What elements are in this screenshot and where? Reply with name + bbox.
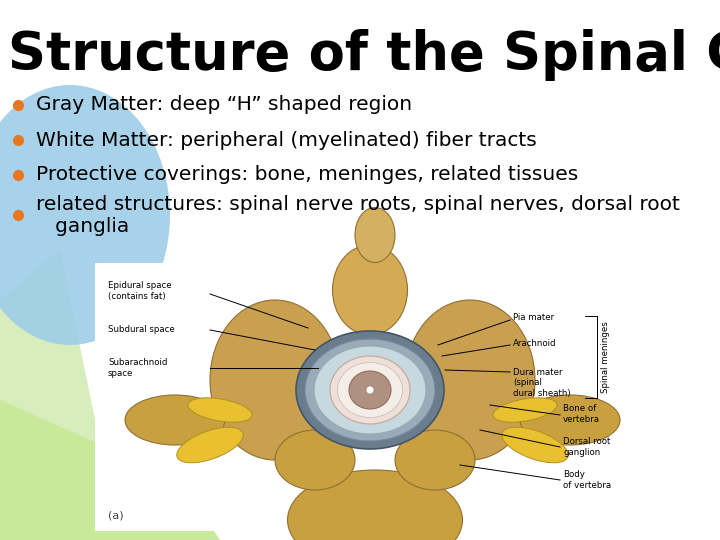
Text: related structures: spinal nerve roots, spinal nerves, dorsal root
   ganglia: related structures: spinal nerve roots, … bbox=[36, 194, 680, 235]
Ellipse shape bbox=[502, 427, 568, 463]
Ellipse shape bbox=[520, 395, 620, 445]
Ellipse shape bbox=[210, 300, 340, 460]
Text: Subarachnoid
space: Subarachnoid space bbox=[108, 359, 167, 377]
Ellipse shape bbox=[405, 300, 535, 460]
Ellipse shape bbox=[395, 430, 475, 490]
Ellipse shape bbox=[349, 371, 391, 409]
Ellipse shape bbox=[355, 207, 395, 262]
Circle shape bbox=[366, 386, 374, 394]
Ellipse shape bbox=[125, 395, 225, 445]
Text: Structure of the Spinal Cord: Structure of the Spinal Cord bbox=[8, 29, 720, 81]
Text: (a): (a) bbox=[108, 510, 124, 520]
Polygon shape bbox=[0, 250, 120, 540]
FancyBboxPatch shape bbox=[95, 263, 660, 531]
Text: Bone of
vertebra: Bone of vertebra bbox=[563, 404, 600, 424]
Ellipse shape bbox=[177, 427, 243, 463]
Ellipse shape bbox=[330, 356, 410, 424]
Ellipse shape bbox=[333, 245, 408, 335]
Ellipse shape bbox=[275, 430, 355, 490]
Text: Pia mater: Pia mater bbox=[513, 314, 554, 322]
Ellipse shape bbox=[305, 339, 435, 441]
Ellipse shape bbox=[0, 85, 170, 345]
Ellipse shape bbox=[287, 470, 462, 540]
Polygon shape bbox=[0, 400, 220, 540]
Text: Dorsal root
ganglion: Dorsal root ganglion bbox=[563, 437, 611, 457]
Ellipse shape bbox=[493, 398, 557, 422]
Ellipse shape bbox=[338, 362, 402, 417]
Text: Body
of vertebra: Body of vertebra bbox=[563, 470, 611, 490]
Text: Gray Matter: deep “H” shaped region: Gray Matter: deep “H” shaped region bbox=[36, 96, 412, 114]
Text: Epidural space
(contains fat): Epidural space (contains fat) bbox=[108, 281, 171, 301]
Text: White Matter: peripheral (myelinated) fiber tracts: White Matter: peripheral (myelinated) fi… bbox=[36, 131, 536, 150]
Ellipse shape bbox=[314, 346, 426, 434]
Text: Protective coverings: bone, meninges, related tissues: Protective coverings: bone, meninges, re… bbox=[36, 165, 578, 185]
Text: Arachnoid: Arachnoid bbox=[513, 340, 557, 348]
Text: Spinal meninges: Spinal meninges bbox=[601, 321, 610, 393]
Ellipse shape bbox=[296, 331, 444, 449]
Text: Dura mater
(spinal
dural sheath): Dura mater (spinal dural sheath) bbox=[513, 368, 571, 398]
Ellipse shape bbox=[188, 398, 252, 422]
Text: Subdural space: Subdural space bbox=[108, 326, 175, 334]
